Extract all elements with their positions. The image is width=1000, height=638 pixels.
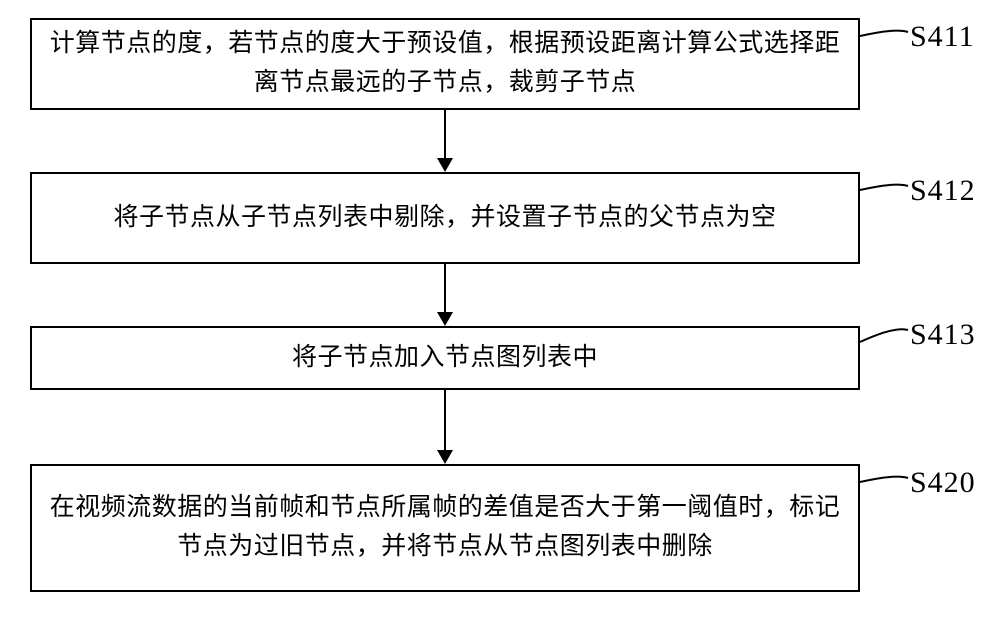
- arrow-s413-to-s420: [435, 390, 455, 466]
- leader-s413: [858, 324, 910, 344]
- flow-node-text: 计算节点的度，若节点的度大于预设值，根据预设距离计算公式选择距离节点最远的子节点…: [42, 25, 848, 103]
- arrow-s412-to-s413: [435, 264, 455, 328]
- step-label-s411: S411: [910, 20, 975, 54]
- arrow-s411-to-s412: [435, 110, 455, 174]
- flow-node-s413: 将子节点加入节点图列表中: [30, 326, 860, 390]
- step-label-s412: S412: [910, 174, 976, 208]
- leader-s412: [858, 180, 910, 192]
- flow-node-text: 将子节点从子节点列表中剔除，并设置子节点的父节点为空: [113, 199, 776, 238]
- flow-node-s412: 将子节点从子节点列表中剔除，并设置子节点的父节点为空: [30, 172, 860, 264]
- leader-s420: [858, 472, 910, 484]
- flow-node-s420: 在视频流数据的当前帧和节点所属帧的差值是否大于第一阈值时，标记节点为过旧节点，并…: [30, 464, 860, 592]
- flow-node-text: 在视频流数据的当前帧和节点所属帧的差值是否大于第一阈值时，标记节点为过旧节点，并…: [42, 489, 848, 567]
- step-label-s413: S413: [910, 318, 976, 352]
- step-label-s420: S420: [910, 466, 976, 500]
- leader-s411: [858, 26, 910, 38]
- flow-node-s411: 计算节点的度，若节点的度大于预设值，根据预设距离计算公式选择距离节点最远的子节点…: [30, 18, 860, 110]
- flow-node-text: 将子节点加入节点图列表中: [292, 339, 598, 378]
- flowchart-canvas: 计算节点的度，若节点的度大于预设值，根据预设距离计算公式选择距离节点最远的子节点…: [0, 0, 1000, 638]
